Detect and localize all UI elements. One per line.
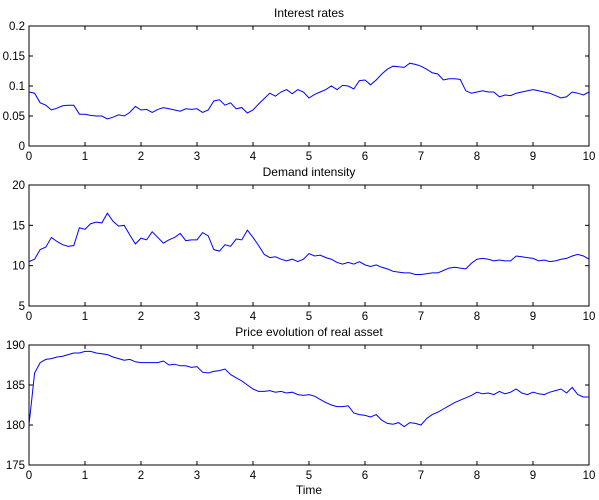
y-tick-label: 20 [12,180,25,192]
x-tick-label: 9 [530,470,536,482]
y-tick-label: 0.05 [3,111,25,123]
x-tick-label: 8 [474,311,480,323]
x-tick-label: 9 [530,311,536,323]
x-tick-label: 1 [82,311,88,323]
y-tick-label: 180 [6,420,25,432]
x-tick-label: 4 [250,151,257,163]
chart-panel-2: Demand intensity 0 1 2 3 4 5 6 7 8 9 10 5 10 15 20 [12,165,595,323]
y-tick-label: 15 [12,220,25,232]
x-tick-label: 0 [26,311,32,323]
chart-title: Price evolution of real asset [235,325,383,339]
y-tick-label: 0.2 [9,21,25,33]
x-tick-label: 10 [583,311,596,323]
x-tick-label: 10 [583,151,596,163]
y-tick-label: 10 [12,261,25,273]
x-tick-label: 9 [530,151,536,163]
x-axis-label: Time [296,483,323,497]
plot-area [28,344,590,466]
series-line [28,212,590,276]
x-tick-label: 10 [583,470,596,482]
x-tick-label: 1 [82,151,88,163]
chart-panel-1: Interest rates 0 1 2 3 4 5 6 7 8 9 10 0 0.05 0.1 0.15 0.… [3,6,596,163]
x-tick-label: 5 [306,311,312,323]
x-tick-label: 4 [250,311,257,323]
plot-area [28,184,590,307]
y-tick-label: 190 [6,340,25,352]
x-tick-label: 2 [138,470,144,482]
y-tick-label: 175 [6,460,25,472]
x-tick-label: 3 [194,151,200,163]
x-tick-label: 8 [474,470,480,482]
y-tick-label: 0.1 [9,81,25,93]
x-tick-label: 0 [26,470,32,482]
x-tick-label: 3 [194,470,200,482]
y-tick-label: 0.15 [3,51,25,63]
chart-title: Demand intensity [263,165,356,179]
x-tick-label: 2 [138,311,144,323]
x-tick-label: 7 [418,151,424,163]
x-tick-label: 4 [250,470,257,482]
y-tick-label: 0 [19,141,25,153]
x-tick-label: 6 [362,311,368,323]
x-tick-label: 6 [362,470,368,482]
y-tick-label: 5 [19,301,25,313]
x-tick-label: 7 [418,470,424,482]
x-tick-label: 2 [138,151,144,163]
x-tick-label: 7 [418,311,424,323]
x-tick-label: 0 [26,151,32,163]
series-line [28,62,590,120]
x-tick-label: 6 [362,151,368,163]
x-tick-label: 8 [474,151,480,163]
y-tick-label: 185 [6,380,25,392]
series-line [28,350,589,428]
x-tick-label: 5 [306,470,312,482]
x-tick-label: 1 [82,470,88,482]
chart-panel-3: Price evolution of real asset 0 1 2 3 4 5 6 7 8 9 1… [6,325,596,497]
chart-title: Interest rates [274,6,344,20]
x-tick-label: 5 [306,151,312,163]
plot-area [28,25,590,147]
x-tick-label: 3 [194,311,200,323]
